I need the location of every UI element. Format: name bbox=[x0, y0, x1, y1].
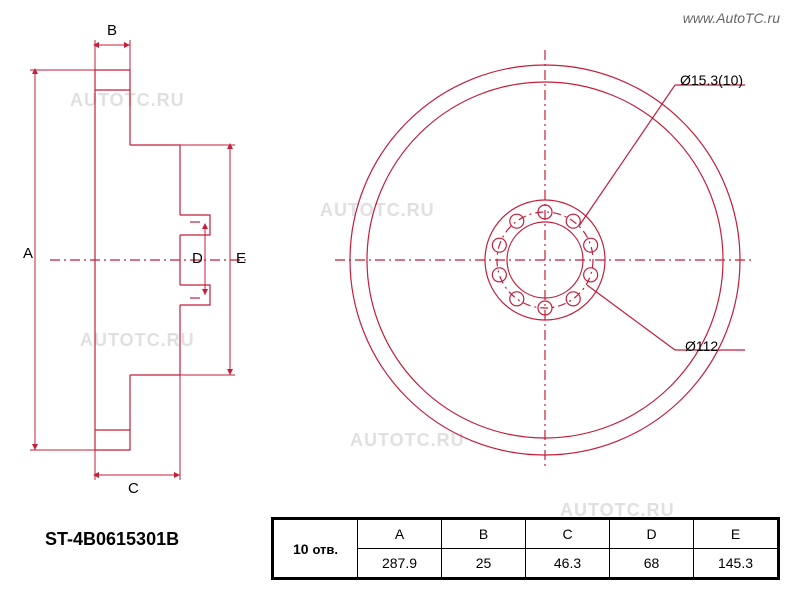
holes-count-cell: 10 отв. bbox=[274, 520, 358, 578]
holes-count: 10 bbox=[293, 541, 309, 557]
dim-label-a: A bbox=[23, 245, 33, 262]
dim-label-c: C bbox=[128, 480, 139, 497]
dim-label-b: B bbox=[107, 22, 117, 39]
col-header: B bbox=[442, 520, 526, 549]
dimensions-table: 10 отв. A B C D E 287.9 25 46.3 68 145.3 bbox=[271, 517, 780, 580]
col-header: D bbox=[610, 520, 694, 549]
table-cell: 68 bbox=[610, 549, 694, 578]
table-cell: 25 bbox=[442, 549, 526, 578]
col-header: A bbox=[358, 520, 442, 549]
table-cell: 287.9 bbox=[358, 549, 442, 578]
part-number: ST-4B0615301B bbox=[45, 529, 179, 550]
col-header: E bbox=[694, 520, 778, 549]
dim-label-d: D bbox=[192, 250, 203, 267]
technical-drawing bbox=[0, 0, 800, 600]
table-cell: 145.3 bbox=[694, 549, 778, 578]
callout-bolt-dia: Ø15.3(10) bbox=[680, 72, 743, 88]
col-header: C bbox=[526, 520, 610, 549]
holes-suffix: отв. bbox=[312, 542, 338, 557]
callout-pcd: Ø112 bbox=[685, 338, 718, 354]
table-cell: 46.3 bbox=[526, 549, 610, 578]
dim-label-e: E bbox=[236, 250, 246, 267]
